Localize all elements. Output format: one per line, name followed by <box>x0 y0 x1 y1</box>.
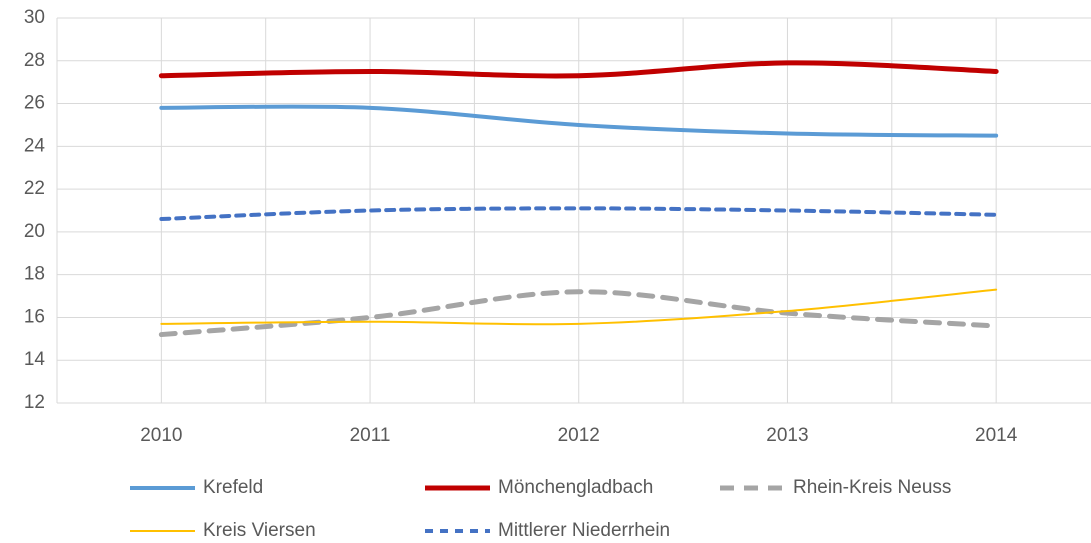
y-tick-label: 20 <box>24 221 45 242</box>
y-tick-label: 12 <box>24 392 45 413</box>
series-line <box>159 206 999 222</box>
y-tick-label: 22 <box>24 178 45 199</box>
legend-label: Mittlerer Niederrhein <box>498 520 670 541</box>
legend-label: Krefeld <box>203 477 263 498</box>
x-tick-label: 2010 <box>140 425 182 446</box>
x-tick-label: 2014 <box>975 425 1018 446</box>
x-tick-label: 2013 <box>766 425 808 446</box>
y-tick-label: 16 <box>24 306 45 327</box>
series-line <box>158 60 999 79</box>
y-tick-label: 26 <box>24 93 45 114</box>
legend-label: Mönchengladbach <box>498 477 653 498</box>
y-tick-label: 28 <box>24 50 45 71</box>
y-tick-label: 24 <box>24 135 46 156</box>
y-tick-label: 18 <box>24 264 45 285</box>
series-line <box>158 289 999 338</box>
legend-label: Rhein-Kreis Neuss <box>793 477 951 498</box>
x-tick-label: 2012 <box>558 425 600 446</box>
series-line <box>159 104 999 138</box>
y-tick-label: 14 <box>24 349 46 370</box>
legend-label: Kreis Viersen <box>203 520 316 541</box>
x-tick-label: 2011 <box>350 425 391 446</box>
y-tick-label: 30 <box>24 7 45 28</box>
series-line <box>160 288 998 326</box>
